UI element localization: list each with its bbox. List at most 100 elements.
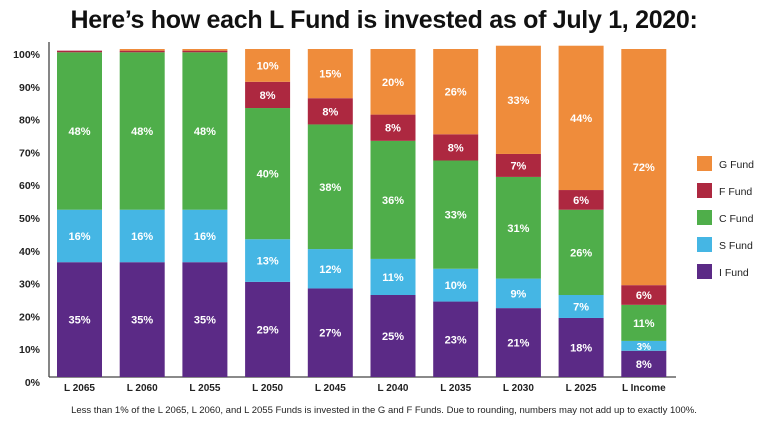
bar-segment-g-fund	[433, 49, 479, 135]
y-tick-label: 60%	[19, 180, 41, 192]
legend-swatch	[697, 237, 712, 252]
data-label: 11%	[633, 318, 655, 330]
bar-segment-i-fund	[558, 317, 604, 377]
bar-segment-c-fund	[433, 160, 479, 269]
x-tick-label: L 2035	[440, 383, 471, 394]
bar-segment-g-fund	[119, 49, 165, 51]
data-label: 8%	[448, 142, 464, 154]
bar-segment-s-fund	[495, 278, 541, 309]
data-label: 20%	[382, 77, 404, 89]
x-tick-label: L 2060	[127, 383, 158, 394]
bar-segment-f-fund	[119, 50, 165, 53]
bar-segment-s-fund	[182, 209, 228, 263]
bar-segment-s-fund	[558, 295, 604, 318]
bar-segment-s-fund	[433, 268, 479, 302]
bar-segment-g-fund	[495, 45, 541, 154]
x-tick-label: L 2045	[315, 383, 346, 394]
data-label: 10%	[445, 280, 467, 292]
bar-segment-f-fund	[370, 114, 416, 141]
bar-segment-f-fund	[57, 50, 102, 53]
data-label: 27%	[319, 328, 341, 340]
bar-segment-i-fund	[57, 262, 102, 377]
bar-segment-s-fund	[245, 239, 291, 282]
bar-segment-i-fund	[245, 281, 291, 377]
data-label: 3%	[637, 342, 652, 353]
data-label: 16%	[194, 231, 216, 243]
bar-segment-s-fund	[621, 340, 667, 351]
data-label: 25%	[382, 331, 404, 343]
bar-segment-f-fund	[495, 153, 541, 177]
bar-segment-i-fund	[119, 262, 165, 377]
data-label: 44%	[570, 113, 592, 125]
data-label: 38%	[319, 182, 341, 194]
bar-segment-g-fund	[182, 49, 228, 51]
data-label: 29%	[257, 324, 279, 336]
bar-segment-c-fund	[370, 140, 416, 259]
x-tick-label: L 2040	[378, 383, 409, 394]
x-tick-label: L 2030	[503, 383, 534, 394]
bar-segment-g-fund	[370, 49, 416, 115]
x-tick-label: L 2055	[189, 383, 220, 394]
bar-segment-f-fund	[433, 134, 479, 161]
bar-segment-c-fund	[245, 108, 291, 240]
bar-segment-c-fund	[558, 209, 604, 295]
data-label: 33%	[445, 210, 467, 222]
legend-swatch	[697, 156, 712, 171]
x-tick-label: L 2065	[64, 383, 95, 394]
y-tick-label: 40%	[19, 246, 41, 258]
bar-segment-s-fund	[119, 209, 165, 263]
legend-label: C Fund	[719, 213, 754, 225]
bar-segment-c-fund	[57, 52, 102, 210]
data-label: 48%	[131, 126, 153, 138]
data-label: 31%	[507, 223, 529, 235]
data-label: 7%	[573, 301, 589, 313]
bar-segment-c-fund	[621, 304, 667, 341]
data-label: 48%	[68, 126, 90, 138]
y-tick-label: 0%	[25, 377, 41, 389]
y-tick-label: 90%	[19, 82, 41, 94]
bar-segment-f-fund	[621, 285, 667, 305]
bar-segment-g-fund	[621, 49, 667, 286]
data-label: 15%	[319, 69, 341, 81]
data-label: 6%	[573, 195, 589, 207]
data-label: 12%	[319, 264, 341, 276]
data-label: 35%	[194, 315, 216, 327]
bar-segment-s-fund	[307, 249, 353, 289]
legend-swatch	[697, 210, 712, 225]
y-tick-label: 70%	[19, 147, 41, 159]
data-label: 16%	[131, 231, 153, 243]
y-tick-label: 100%	[13, 49, 41, 61]
bar-segment-s-fund	[370, 258, 416, 295]
y-tick-label: 30%	[19, 279, 41, 291]
x-tick-label: L Income	[622, 383, 666, 394]
bar-segment-g-fund	[558, 45, 604, 191]
data-label: 18%	[570, 342, 592, 354]
data-label: 21%	[507, 338, 529, 350]
bar-segment-f-fund	[245, 81, 291, 109]
data-label: 26%	[445, 87, 467, 99]
bar-segment-s-fund	[57, 209, 102, 263]
data-label: 72%	[633, 162, 655, 174]
bar-segment-i-fund	[621, 350, 667, 377]
bar-segment-c-fund	[182, 52, 228, 210]
data-label: 13%	[257, 256, 279, 268]
x-tick-label: L 2025	[566, 383, 597, 394]
data-label: 40%	[257, 169, 279, 181]
data-label: 6%	[636, 290, 652, 302]
y-tick-label: 50%	[19, 213, 41, 225]
bar-segment-f-fund	[307, 98, 353, 125]
bar-segment-c-fund	[307, 124, 353, 250]
footnote: Less than 1% of the L 2065, L 2060, and …	[71, 405, 697, 416]
bar-segment-f-fund	[182, 50, 228, 53]
chart-title: Here’s how each L Fund is invested as of…	[70, 6, 698, 34]
bar-segment-i-fund	[495, 308, 541, 377]
bar-segment-i-fund	[370, 295, 416, 377]
legend-label: F Fund	[719, 186, 752, 198]
legend-swatch	[697, 264, 712, 279]
legend-swatch	[697, 183, 712, 198]
bar-segment-c-fund	[119, 52, 165, 210]
data-label: 36%	[382, 195, 404, 207]
data-label: 7%	[510, 160, 526, 172]
bar-segment-c-fund	[495, 176, 541, 279]
